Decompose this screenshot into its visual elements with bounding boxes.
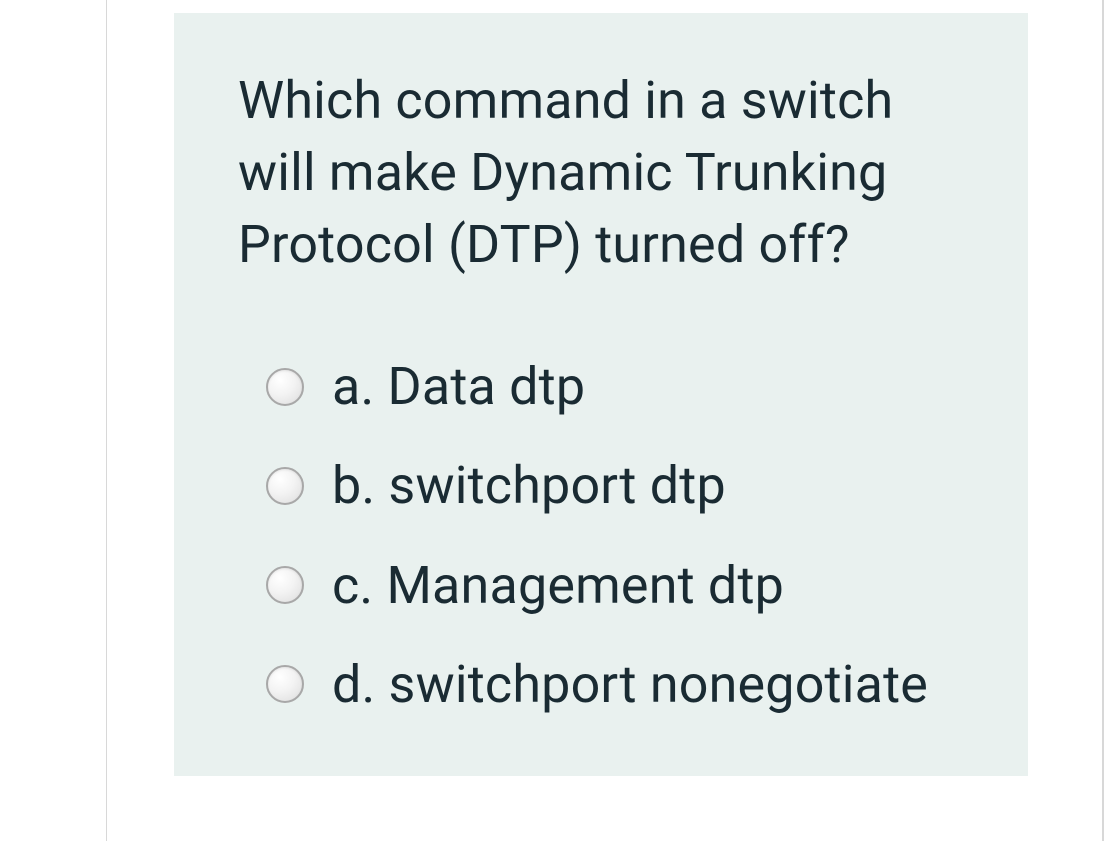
option-d-text: switchport nonegotiate [389, 654, 929, 715]
option-b[interactable]: b. switchport dtp [266, 457, 964, 514]
option-a-label: a. Data dtp [332, 358, 585, 415]
right-border [1096, 0, 1104, 841]
left-divider [106, 0, 107, 841]
option-d[interactable]: d. switchport nonegotiate [266, 656, 964, 713]
option-c-text: Management dtp [386, 555, 784, 616]
option-b-label: b. switchport dtp [332, 457, 726, 514]
question-text: Which command in a switch will make Dyna… [238, 65, 964, 280]
option-b-letter: b. [332, 455, 375, 516]
options-list: a. Data dtp b. switchport dtp c. Managem… [238, 358, 964, 713]
radio-c[interactable] [266, 566, 304, 604]
option-b-text: switchport dtp [388, 455, 725, 516]
question-card: Which command in a switch will make Dyna… [174, 13, 1028, 776]
option-c-label: c. Management dtp [332, 557, 784, 614]
radio-a[interactable] [266, 368, 304, 406]
radio-b[interactable] [266, 467, 304, 505]
option-a-letter: a. [332, 356, 374, 417]
option-a-text: Data dtp [388, 356, 586, 417]
option-c-letter: c. [332, 555, 373, 616]
option-d-label: d. switchport nonegotiate [332, 656, 928, 713]
option-c[interactable]: c. Management dtp [266, 557, 964, 614]
radio-d[interactable] [266, 665, 304, 703]
option-d-letter: d. [332, 654, 375, 715]
option-a[interactable]: a. Data dtp [266, 358, 964, 415]
